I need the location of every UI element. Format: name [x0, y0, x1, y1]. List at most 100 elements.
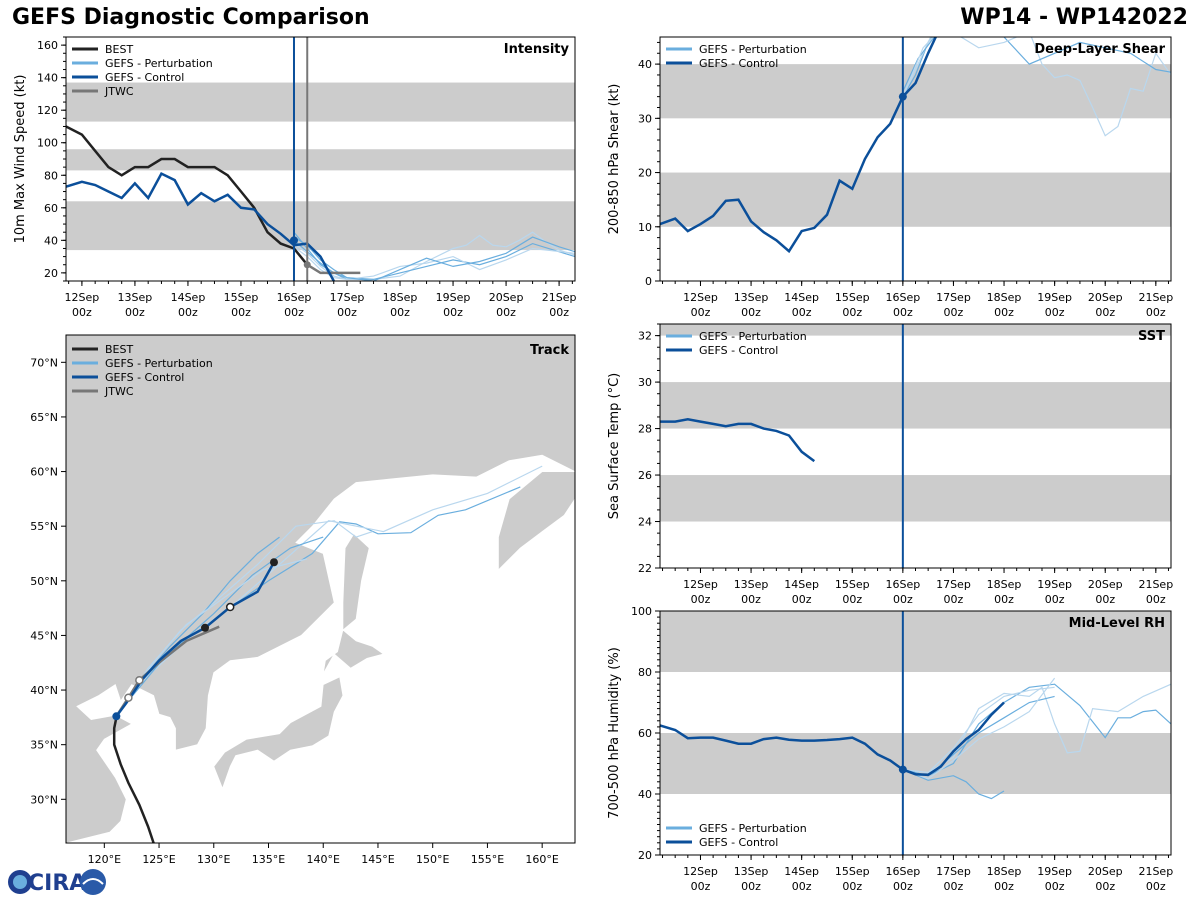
intensity-xtick-label-hour-5: 00z — [337, 306, 357, 319]
rh-control-line — [660, 701, 1005, 777]
rh-perturbation-line-3 — [902, 686, 1055, 774]
sst-xtick-label-hour-0: 00z — [691, 593, 711, 606]
intensity-xtick-label-day-3: 15Sep — [224, 291, 259, 304]
intensity-ytick-label-2: 60 — [44, 202, 58, 215]
legend-perturbation-label: GEFS - Perturbation — [699, 330, 807, 343]
track-perturbation-line-2 — [114, 536, 324, 717]
track-xtick-label-1: 125°E — [142, 853, 175, 866]
track-ytick-label-4: 50°N — [30, 575, 58, 588]
shear-xtick-label-hour-9: 00z — [1146, 306, 1166, 319]
rh-xtick-label-hour-0: 00z — [691, 880, 711, 893]
shear-xtick-label-day-1: 13Sep — [734, 291, 769, 304]
intensity-xtick-label-day-4: 16Sep — [277, 291, 312, 304]
rh-xtick-label-day-5: 17Sep — [936, 865, 971, 878]
sst-xtick-label-hour-8: 00z — [1095, 593, 1115, 606]
rh-xtick-label-hour-8: 00z — [1095, 880, 1115, 893]
sst-ytick-label-1: 24 — [638, 516, 652, 529]
sst-xtick-label-hour-9: 00z — [1146, 593, 1166, 606]
rh-ylabel: 700-500 hPa Humidity (%) — [607, 647, 622, 819]
sst-xtick-label-day-2: 14Sep — [784, 578, 819, 591]
intensity-xtick-label-day-0: 12Sep — [65, 291, 100, 304]
rh-xtick-label-day-3: 15Sep — [835, 865, 870, 878]
intensity-ytick-label-3: 80 — [44, 169, 58, 182]
track-panel: 120°E 125°E 130°E 135°E 140°E 145°E 150°E 155°E… — [30, 334, 576, 866]
rh-xtick-label-day-7: 19Sep — [1037, 865, 1072, 878]
intensity-xtick-label-hour-3: 00z — [231, 306, 251, 319]
shear-xtick-label-day-8: 20Sep — [1088, 291, 1123, 304]
sst-xtick-label-hour-1: 00z — [741, 593, 761, 606]
intensity-xtick-label-day-9: 21Sep — [542, 291, 577, 304]
shear-xtick-label-day-2: 14Sep — [784, 291, 819, 304]
track-map-group — [66, 335, 575, 843]
shear-ytick-label-2: 20 — [638, 167, 652, 180]
shear-panel: 0 10 20 30 40 12Sep 00z 13Sep 00z 14Sep 00z 15Sep 00… — [607, 36, 1173, 319]
sst-xtick-label-day-0: 12Sep — [683, 578, 718, 591]
shear-init-point — [898, 92, 907, 101]
intensity-title: Intensity — [504, 42, 570, 57]
rh-xtick-label-day-1: 13Sep — [734, 865, 769, 878]
shear-xtick-label-day-7: 19Sep — [1037, 291, 1072, 304]
rh-xtick-label-day-6: 18Sep — [987, 865, 1022, 878]
track-land-2 — [322, 629, 385, 674]
sst-xtick-label-day-9: 21Sep — [1138, 578, 1173, 591]
agency-seal-icon — [80, 869, 106, 895]
cira-globe-inner-icon — [13, 875, 27, 889]
track-ytick-label-0: 30°N — [30, 793, 58, 806]
shear-xtick-label-day-5: 17Sep — [936, 291, 971, 304]
sst-xtick-label-hour-4: 00z — [893, 593, 913, 606]
track-xtick-label-5: 145°E — [361, 853, 394, 866]
intensity-band-1 — [66, 149, 575, 171]
sst-xtick-label-day-8: 20Sep — [1088, 578, 1123, 591]
sst-band-2 — [660, 324, 1171, 336]
legend-jtwc-label: JTWC — [104, 385, 134, 398]
shear-ylabel: 200-850 hPa Shear (kt) — [607, 84, 622, 235]
sst-ytick-label-4: 30 — [638, 376, 652, 389]
rh-xtick-label-hour-9: 00z — [1146, 880, 1166, 893]
track-xtick-label-7: 155°E — [471, 853, 504, 866]
track-xtick-label-0: 120°E — [88, 853, 121, 866]
track-control-point-2 — [269, 558, 278, 567]
intensity-jtwc-line — [306, 263, 361, 275]
sst-xtick-label-day-3: 15Sep — [835, 578, 870, 591]
rh-xtick-label-day-8: 20Sep — [1088, 865, 1123, 878]
intensity-panel: 20 40 60 80 100 120 140 160 12Sep 00z 13Sep 00z 14Se… — [13, 36, 577, 319]
rh-title: Mid-Level RH — [1069, 616, 1165, 631]
track-perturbation-line-1 — [114, 465, 543, 717]
legend-control-label: GEFS - Control — [105, 71, 184, 84]
intensity-xtick-label-hour-0: 00z — [72, 306, 92, 319]
track-control-point-0 — [112, 712, 121, 721]
rh-series-group — [660, 677, 1171, 800]
intensity-xtick-label-day-1: 13Sep — [118, 291, 153, 304]
sst-ylabel: Sea Surface Temp (°C) — [607, 373, 622, 520]
cira-logo-graphic: CIRA — [8, 869, 106, 896]
legend-best-label: BEST — [105, 43, 133, 56]
track-land-0 — [66, 335, 575, 843]
shear-band-0 — [660, 172, 1171, 227]
sst-ytick-label-3: 28 — [638, 423, 652, 436]
track-ytick-label-7: 65°N — [30, 411, 58, 424]
intensity-xtick-label-day-7: 19Sep — [436, 291, 471, 304]
track-ytick-label-8: 70°N — [30, 356, 58, 369]
rh-ytick-label-1: 40 — [638, 788, 652, 801]
intensity-series-group — [66, 125, 575, 281]
sst-xtick-label-day-4: 16Sep — [885, 578, 920, 591]
intensity-jtwc-point — [303, 261, 311, 269]
sst-xtick-label-day-6: 18Sep — [987, 578, 1022, 591]
shear-xtick-label-hour-6: 00z — [994, 306, 1014, 319]
rh-xtick-label-hour-7: 00z — [1045, 880, 1065, 893]
shear-ytick-label-1: 10 — [638, 221, 652, 234]
rh-ytick-label-0: 20 — [638, 849, 652, 862]
intensity-ylabel: 10m Max Wind Speed (kt) — [13, 75, 28, 244]
intensity-perturbation-line-3 — [293, 246, 575, 281]
track-ytick-label-1: 35°N — [30, 739, 58, 752]
shear-perturbation-line-0 — [902, 37, 932, 97]
track-title: Track — [530, 343, 569, 358]
shear-xtick-label-day-9: 21Sep — [1138, 291, 1173, 304]
shear-title: Deep-Layer Shear — [1034, 42, 1165, 57]
sst-band-0 — [660, 475, 1171, 522]
track-axes-frame — [65, 334, 576, 844]
intensity-band-0 — [66, 201, 575, 251]
shear-xtick-label-day-4: 16Sep — [885, 291, 920, 304]
track-land-4 — [497, 471, 575, 571]
legend-perturbation-label: GEFS - Perturbation — [699, 822, 807, 835]
